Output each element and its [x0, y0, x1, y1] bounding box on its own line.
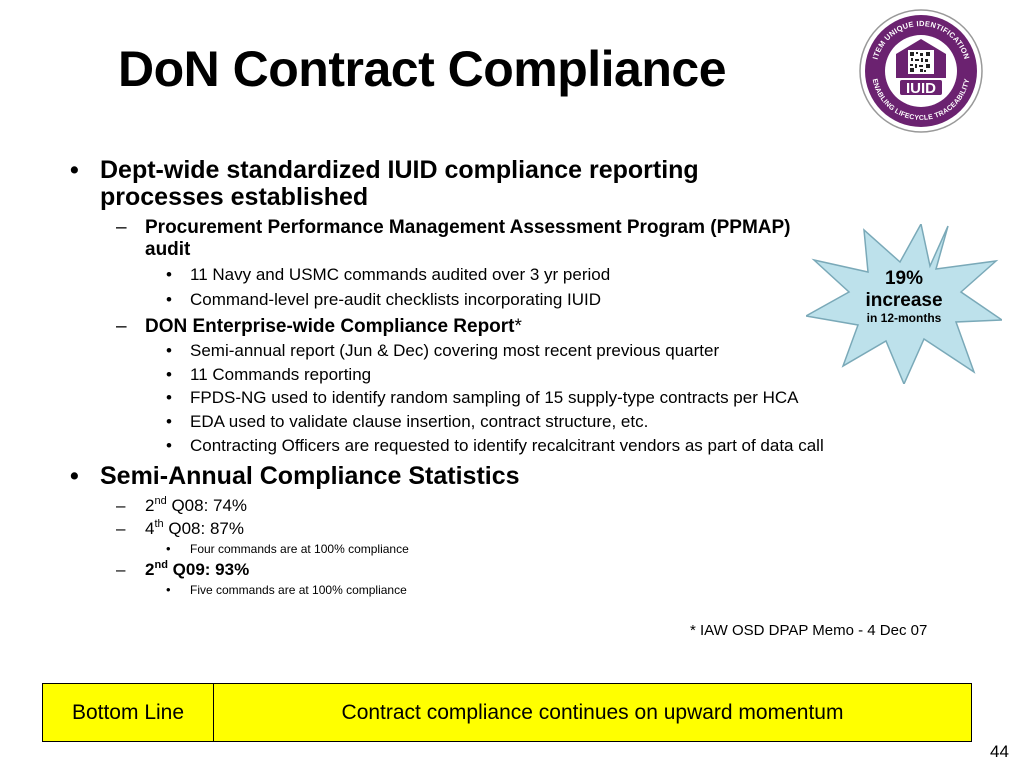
bullet-text: Dept-wide standardized IUID compliance r…: [100, 156, 699, 184]
slide-title: DoN Contract Compliance: [118, 41, 727, 97]
bullet-dept-wide: • Dept-wide standardized IUID compliance…: [70, 156, 699, 185]
stat-value: Q09: 93%: [167, 560, 250, 579]
starburst-percent: 19%: [884, 268, 924, 289]
list-item-text: 11 Navy and USMC commands audited over 3…: [190, 265, 611, 284]
stat-ordinal: nd: [154, 495, 167, 507]
bullet-marker: •: [166, 388, 172, 407]
stat-note-text: Five commands are at 100% compliance: [190, 583, 407, 597]
bullet-marker: •: [166, 290, 172, 309]
subbullet-text: DON Enterprise-wide Compliance Report: [145, 316, 515, 337]
page-number: 44: [990, 742, 1009, 761]
bullet-text-cont: processes established: [100, 183, 369, 211]
dash-marker: –: [116, 217, 127, 238]
starburst-text: 19% increase in 12-months: [806, 268, 1002, 325]
dash-marker: –: [116, 316, 127, 337]
dash-marker: –: [116, 519, 126, 538]
list-item-text: EDA used to validate clause insertion, c…: [190, 412, 649, 431]
bottom-line-box: Bottom Line Contract compliance continue…: [42, 683, 972, 742]
stat-prefix: 2: [145, 560, 155, 579]
subbullet-text-cont: audit: [145, 239, 191, 260]
stat-prefix: 4: [145, 519, 155, 538]
list-item-ppmap-2: • Command-level pre-audit checklists inc…: [166, 290, 601, 310]
seal-center-label: IUID: [906, 80, 936, 97]
bottom-line-label: Bottom Line: [43, 684, 214, 741]
list-item-text: FPDS-NG used to identify random sampling…: [190, 388, 799, 407]
list-item-don-1: • Semi-annual report (Jun & Dec) coverin…: [166, 341, 720, 361]
bullet-marker: •: [166, 365, 172, 384]
stat-4th-q08: – 4th Q08: 87%: [116, 518, 244, 539]
stat-value: Q08: 87%: [163, 519, 244, 538]
stat-note-text: Four commands are at 100% compliance: [190, 542, 409, 556]
list-item-don-3: • FPDS-NG used to identify random sampli…: [166, 388, 799, 408]
bullet-marker: •: [70, 156, 79, 184]
stat-note-4th-q08: • Four commands are at 100% compliance: [166, 541, 409, 556]
subbullet-text: Procurement Performance Management Asses…: [145, 217, 791, 238]
dash-marker: –: [116, 560, 126, 579]
starburst-increase: increase: [865, 289, 943, 311]
footnote-star: *: [514, 316, 522, 337]
bullet-marker: •: [70, 462, 79, 490]
bullet-marker: •: [166, 436, 172, 455]
stat-value: Q08: 74%: [166, 496, 248, 515]
subbullet-don-report: – DON Enterprise-wide Compliance Report*: [116, 316, 522, 338]
bullet-text: Semi-Annual Compliance Statistics: [100, 462, 520, 490]
footnote: * IAW OSD DPAP Memo - 4 Dec 07: [690, 622, 928, 639]
bullet-marker: •: [166, 412, 172, 431]
stat-ordinal: nd: [154, 559, 168, 571]
stat-2nd-q08: – 2nd Q08: 74%: [116, 495, 248, 516]
list-item-text: 11 Commands reporting: [190, 365, 372, 384]
iuid-seal-logo: ITEM UNIQUE IDENTIFICATION ENABLING LIFE…: [859, 9, 983, 133]
stat-ordinal: th: [154, 518, 164, 530]
stat-2nd-q09: – 2nd Q09: 93%: [116, 559, 250, 580]
subbullet-ppmap-cont: audit: [145, 239, 190, 261]
bullet-dept-wide-cont: processes established: [100, 183, 368, 212]
stat-note-2nd-q09: • Five commands are at 100% compliance: [166, 582, 407, 597]
bullet-marker: •: [166, 582, 171, 597]
bullet-marker: •: [166, 541, 171, 556]
bullet-semi-annual: • Semi-Annual Compliance Statistics: [70, 462, 520, 491]
bullet-marker: •: [166, 265, 172, 284]
list-item-don-2: • 11 Commands reporting: [166, 365, 372, 385]
dash-marker: –: [116, 496, 126, 515]
increase-starburst: [806, 224, 1002, 384]
list-item-text: Command-level pre-audit checklists incor…: [190, 290, 601, 309]
stat-prefix: 2: [145, 496, 155, 515]
list-item-don-4: • EDA used to validate clause insertion,…: [166, 412, 649, 432]
bullet-marker: •: [166, 341, 172, 360]
list-item-don-5: • Contracting Officers are requested to …: [166, 436, 824, 456]
list-item-text: Contracting Officers are requested to id…: [190, 436, 824, 455]
subbullet-ppmap: – Procurement Performance Management Ass…: [116, 217, 791, 239]
list-item-text: Semi-annual report (Jun & Dec) covering …: [190, 341, 720, 360]
bottom-line-text: Contract compliance continues on upward …: [341, 700, 844, 724]
starburst-period: in 12-months: [866, 310, 942, 325]
list-item-ppmap-1: • 11 Navy and USMC commands audited over…: [166, 265, 611, 285]
